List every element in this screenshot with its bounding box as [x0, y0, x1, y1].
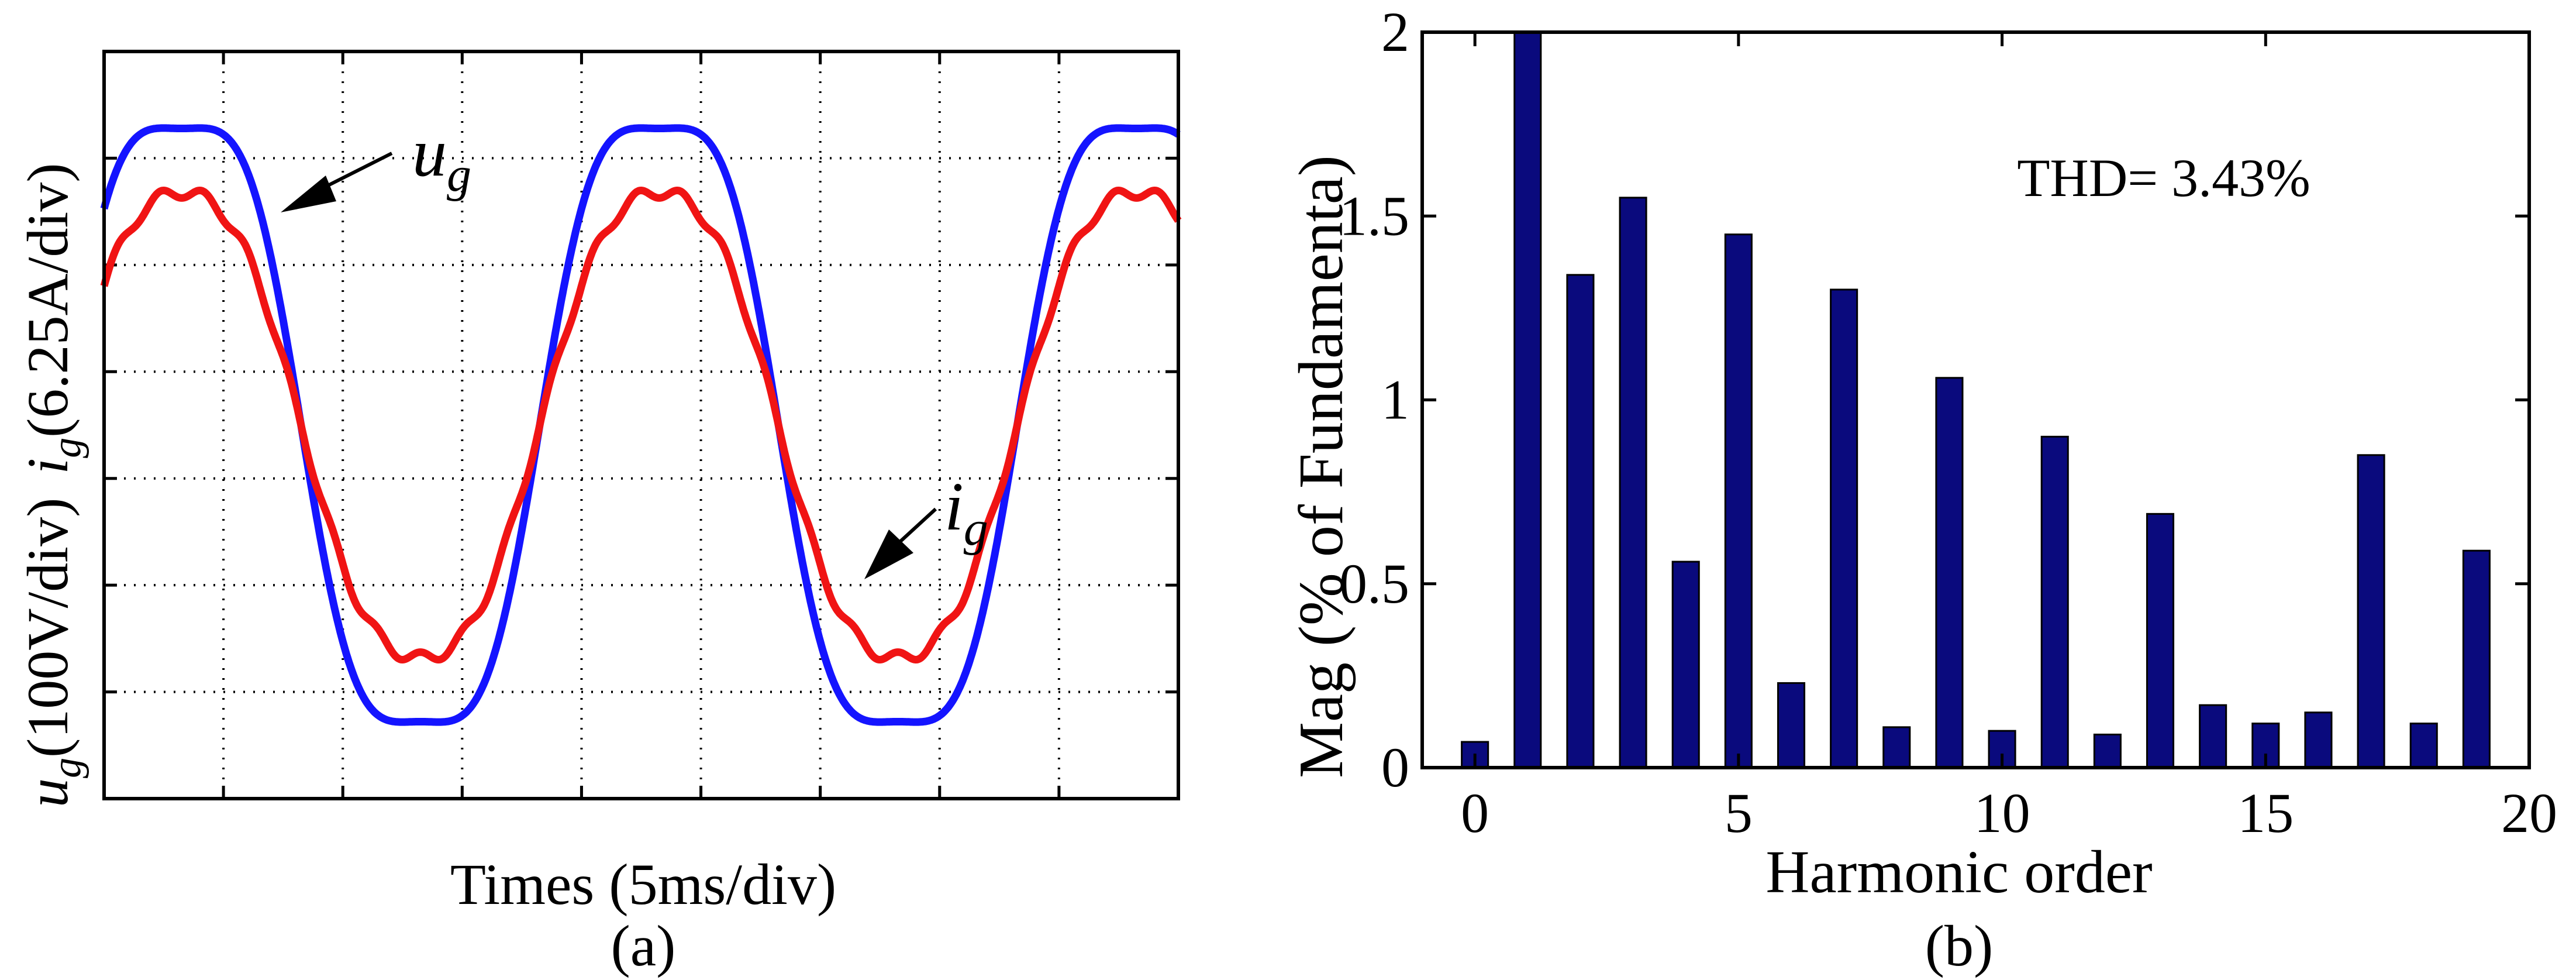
bar-harmonic-17 — [2357, 454, 2385, 769]
b-x-tick-label: 0 — [1461, 782, 1489, 844]
b-y-tick-labels: 0 0.5 1 1.5 2 — [1339, 1, 1409, 799]
b-x-tick-label: 10 — [1974, 782, 2030, 844]
ug-label: ug — [412, 114, 471, 202]
a-panel-label: (a) — [611, 913, 676, 978]
bar-harmonic-18 — [2409, 723, 2438, 769]
a-grid — [104, 51, 1178, 799]
b-y-tick-label: 1.5 — [1339, 184, 1409, 247]
bar-harmonic-9 — [1935, 377, 1964, 769]
b-x-tick-label: 5 — [1725, 782, 1753, 844]
a-ylabel: ug(100V/div)ig(6.25A/div) — [15, 163, 89, 807]
a-xlabel: Times (5ms/div) — [450, 852, 836, 917]
bar-harmonic-14 — [2199, 704, 2227, 769]
ig-arrow-line — [899, 507, 937, 543]
bar-harmonic-3 — [1619, 197, 1647, 769]
b-x-tick-labels: 0 5 10 15 20 — [1461, 782, 2557, 844]
ig-label: ig — [944, 468, 988, 556]
b-y-tick-label: 0.5 — [1339, 552, 1409, 615]
b-x-tick-label: 15 — [2237, 782, 2294, 844]
bar-harmonic-4 — [1671, 561, 1700, 769]
b-y-tick-label: 0 — [1381, 736, 1409, 799]
b-bars-group — [1461, 31, 2491, 769]
bar-harmonic-16 — [2304, 711, 2333, 769]
b-x-tick-label: 20 — [2501, 782, 2557, 844]
b-plot-frame — [1420, 30, 2531, 769]
thd-annotation: THD= 3.43% — [2017, 148, 2311, 208]
b-panel-label: (b) — [1925, 913, 1994, 978]
bar-harmonic-7 — [1830, 288, 1858, 769]
b-ylabel: Mag (% of Fundamenta) — [1287, 155, 1356, 778]
ig-annotation: ig — [864, 468, 988, 579]
a-plot-frame — [102, 50, 1180, 800]
bar-harmonic-15 — [2251, 723, 2280, 769]
ug-arrow-head — [281, 176, 336, 212]
ug-annotation: ug — [281, 114, 471, 212]
bar-harmonic-12 — [2093, 733, 2122, 769]
ig-arrow-head — [864, 529, 913, 579]
b-y-tick-label: 2 — [1381, 1, 1409, 63]
bar-harmonic-11 — [2040, 435, 2069, 769]
a-series-group — [100, 124, 1182, 726]
bar-harmonic-2 — [1566, 274, 1595, 769]
bar-harmonic-1 — [1513, 31, 1542, 769]
b-xlabel: Harmonic order — [1765, 838, 2152, 906]
bar-harmonic-5 — [1724, 233, 1753, 769]
bar-harmonic-8 — [1882, 726, 1911, 769]
bar-harmonic-13 — [2146, 513, 2175, 769]
bar-harmonic-19 — [2462, 549, 2491, 769]
panel-a-waveform-chart: ug ig ug(100V/div)ig(6.25A/div) Times (5… — [15, 50, 1182, 978]
waveform-ig — [100, 187, 1182, 663]
bar-harmonic-6 — [1777, 682, 1806, 769]
b-y-tick-label: 1 — [1381, 369, 1409, 431]
waveform-ug — [100, 124, 1181, 726]
panel-b-harmonic-bar-chart: 0 0.5 1 1.5 2 0 5 10 15 20 THD= 3.43% Mag (% of … — [1287, 1, 2557, 978]
